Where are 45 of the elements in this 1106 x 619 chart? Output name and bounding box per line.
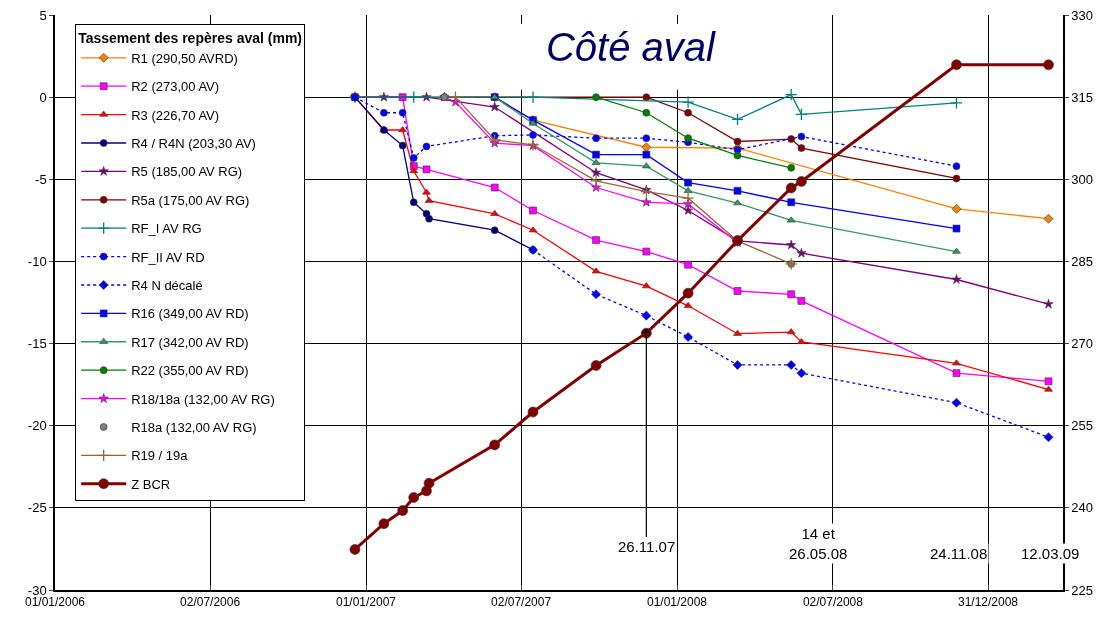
y-tick-label: -5 [35, 171, 47, 187]
y2-tick-label: 300 [1071, 171, 1094, 187]
annotation: 26.11.07 [618, 538, 676, 555]
chart-title: Côté aval [545, 25, 717, 70]
annotation: 24.11.08 [930, 545, 988, 562]
y2-tick-label: 285 [1071, 253, 1094, 269]
legend-label: R1 (290,50 AVRD) [131, 50, 238, 66]
legend-label: R18a (132,00 AV RG) [131, 420, 257, 436]
annotation: 14 et 26.05.08 [789, 525, 848, 562]
legend-label: R16 (349,00 AV RD) [131, 306, 249, 322]
y-tick-label: 5 [39, 7, 47, 23]
legend-label: R3 (226,70 AV) [131, 107, 220, 123]
x-tick-label: 31/12/2008 [957, 595, 1019, 610]
x-tick-label: 02/07/2006 [180, 595, 241, 610]
annotation: 12.03.09 [1021, 545, 1080, 562]
legend-label: R5a (175,00 AV RG) [131, 192, 250, 208]
legend-label: R18/18a (132,00 AV RG) [131, 391, 275, 407]
x-tick-label: 01/01/2007 [335, 595, 397, 610]
legend-label: R2 (273,00 AV) [131, 79, 220, 95]
legend-label: Z BCR [131, 476, 171, 492]
y2-tick-label: 330 [1071, 7, 1094, 23]
legend-label: R4 / R4N (203,30 AV) [131, 136, 256, 152]
y2-tick-label: 225 [1071, 582, 1094, 598]
y-tick-label: -10 [27, 253, 47, 269]
legend-title: Tassement des repères aval (mm) [78, 29, 303, 46]
legend-label: R19 / 19a [131, 448, 189, 464]
legend-label: R5 (185,00 AV RG) [131, 164, 243, 180]
legend-label: R4 N décalé [131, 278, 203, 294]
legend-label: RF_II AV RD [131, 249, 205, 265]
y-tick-label: -20 [27, 418, 47, 434]
y2-tick-label: 255 [1071, 418, 1094, 434]
x-tick-label: 02/07/2007 [491, 595, 552, 610]
legend-label: R22 (355,00 AV RD) [131, 363, 249, 379]
y-tick-label: -15 [27, 336, 47, 352]
y-tick-label: -25 [27, 500, 47, 516]
y-tick-label: -30 [27, 582, 47, 598]
legend-label: R17 (342,00 AV RD) [131, 334, 249, 350]
x-tick-label: 01/01/2006 [24, 595, 86, 610]
y2-tick-label: 270 [1071, 336, 1094, 352]
y2-tick-label: 315 [1071, 89, 1094, 105]
y2-tick-label: 240 [1071, 500, 1094, 516]
legend-label: RF_I AV RG [131, 221, 202, 237]
x-tick-label: 02/07/2008 [802, 595, 864, 610]
y-tick-label: 0 [39, 89, 47, 105]
x-tick-label: 01/01/2008 [646, 595, 708, 610]
